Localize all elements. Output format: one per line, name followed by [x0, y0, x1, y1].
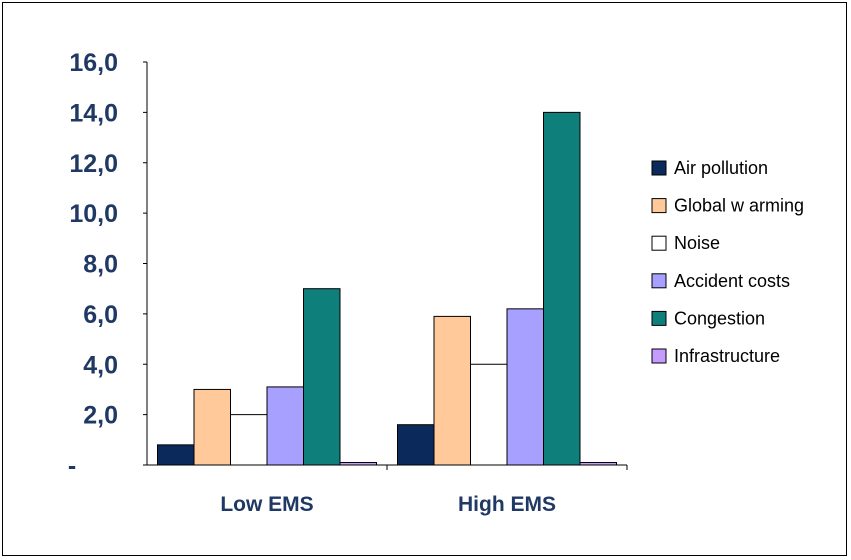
legend: Air pollution Global w arming Noise Acciden… [651, 158, 804, 366]
legend-swatch [651, 273, 667, 289]
legend-label: Infrastructure [674, 346, 780, 366]
y-tick-label: 2,0 [83, 402, 118, 430]
legend-swatch [651, 160, 667, 176]
bar [543, 111, 581, 466]
x-category-label: High EMS [458, 493, 556, 516]
y-tick-label: 10,0 [69, 200, 118, 228]
legend-swatch [651, 235, 667, 251]
legend-swatch [651, 198, 667, 214]
y-tick-label: - [68, 452, 76, 480]
bar [506, 308, 544, 466]
bars-group [157, 111, 617, 466]
legend-label: Air pollution [674, 158, 768, 178]
legend-label: Congestion [674, 308, 765, 328]
bar [266, 386, 304, 466]
y-tick-label: 6,0 [83, 301, 118, 329]
legend-label: Accident costs [674, 271, 790, 291]
bar [433, 315, 471, 466]
legend-swatch [651, 310, 667, 326]
axes-group: -2,0 4,0 6,0 8,0 10,0 12,0 14,0 16,0 Low EMS High… [68, 49, 628, 516]
bar [193, 388, 231, 466]
y-tick-label: 14,0 [69, 99, 118, 127]
y-tick-label: 4,0 [83, 351, 118, 379]
x-category-label: Low EMS [220, 493, 313, 516]
bar [470, 363, 508, 466]
bar [397, 424, 435, 466]
bar [303, 288, 341, 466]
y-tick-label: 12,0 [69, 150, 118, 178]
legend-swatch [651, 348, 667, 364]
legend-label: Global w arming [674, 196, 804, 216]
bar [157, 444, 195, 466]
bar [230, 414, 268, 466]
y-tick-label: 8,0 [83, 251, 118, 279]
y-tick-label: 16,0 [69, 49, 118, 77]
legend-label: Noise [674, 233, 720, 253]
